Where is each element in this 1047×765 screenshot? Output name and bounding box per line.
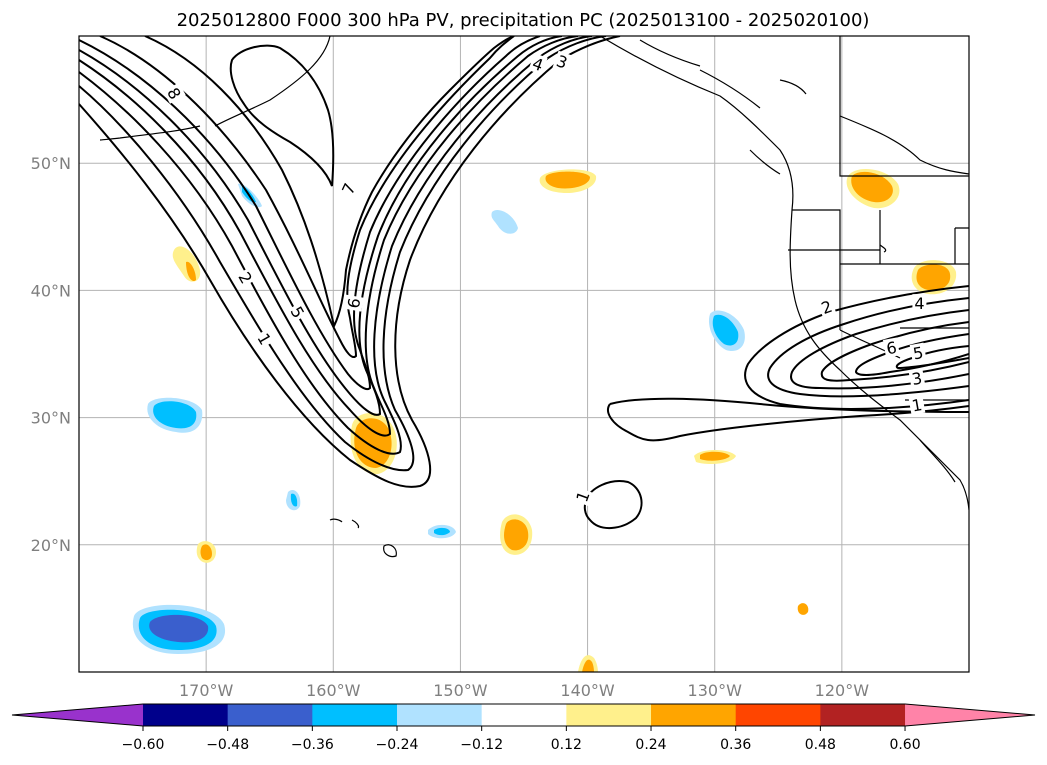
chart-title: 2025012800 F000 300 hPa PV, precipitatio… <box>177 10 870 31</box>
gridlines <box>79 36 969 672</box>
y-tick-label: 20°N <box>31 536 71 555</box>
shade-negative <box>153 401 197 429</box>
shade-positive <box>582 659 594 672</box>
pv-contour <box>79 36 607 472</box>
pv-contour <box>607 397 969 442</box>
pv-contours <box>79 36 969 529</box>
plot-frame <box>78 35 970 673</box>
shade-positive <box>200 544 212 561</box>
colorbar-tick-label: −0.48 <box>206 737 249 753</box>
x-tick-label: 170°W <box>179 681 234 700</box>
contour-label-bg <box>909 342 927 363</box>
colorbar: −0.60 −0.48 −0.36 −0.24 −0.12 0.12 0.24 0.36 0.4… <box>11 703 1036 753</box>
y-tick-label: 50°N <box>31 154 71 173</box>
shade-negative <box>149 614 209 643</box>
pv-contour <box>79 36 541 390</box>
colorbar-swatch <box>143 704 229 726</box>
shade-positive <box>797 603 809 615</box>
colorbar-swatch <box>735 704 821 726</box>
contour-label-bg <box>343 294 364 312</box>
shade-positive <box>916 264 951 291</box>
colorbar-swatch <box>312 704 398 726</box>
colorbar-swatch <box>397 704 483 726</box>
pv-contour <box>583 480 643 529</box>
coastlines <box>99 36 969 558</box>
colorbar-tick-label: 0.12 <box>551 737 582 753</box>
contour-label-bg <box>286 301 309 323</box>
shade-negative <box>290 493 298 507</box>
pv-contour <box>895 345 969 370</box>
colorbar-extend-low <box>12 704 143 726</box>
colorbar-swatch <box>651 704 737 726</box>
colorbar-tick-label: −0.12 <box>460 737 503 753</box>
contour-label: 3 <box>910 368 923 388</box>
colorbar-swatch <box>227 704 313 726</box>
contour-label-bg <box>253 328 276 350</box>
colorbar-tick-label: −0.36 <box>291 737 334 753</box>
contour-label-bg <box>528 53 548 75</box>
shade-positive <box>851 171 893 203</box>
shade-positive <box>504 519 529 551</box>
pv-contour <box>767 297 969 398</box>
y-axis-tick-labels: 20°N 30°N 40°N 50°N <box>31 154 71 555</box>
pv-contour <box>79 36 563 416</box>
pv-contour <box>144 36 515 329</box>
contour-label: 5 <box>912 343 925 363</box>
y-tick-label: 40°N <box>31 281 71 300</box>
colorbar-tick-label: −0.60 <box>122 737 165 753</box>
pv-contour <box>229 44 335 187</box>
contour-label-bg <box>816 296 837 318</box>
contour-label-bg <box>912 294 927 313</box>
shade-negative <box>712 314 739 346</box>
pv-contour <box>820 321 969 382</box>
colorbar-tick-label: 0.36 <box>720 737 751 753</box>
colorbar-swatch <box>820 704 906 726</box>
pv-contour <box>79 36 593 455</box>
x-axis-tick-labels: 170°W 160°W 150°W 140°W 130°W 120°W <box>179 681 869 700</box>
colorbar-extend-high <box>905 704 1035 726</box>
colorbar-swatch <box>481 704 567 726</box>
pv-contour <box>790 309 969 390</box>
colorbar-tick-label: 0.48 <box>805 737 836 753</box>
contour-label-bg <box>234 267 257 289</box>
y-tick-label: 30°N <box>31 409 71 428</box>
contour-label-bg <box>908 368 926 389</box>
contour-label-bg <box>337 178 360 199</box>
colorbar-swatch <box>566 704 652 726</box>
colorbar-tick-label: −0.24 <box>376 737 419 753</box>
pv-contour <box>744 285 969 410</box>
pv-contour <box>99 36 515 358</box>
shade-negative <box>491 209 518 234</box>
x-tick-label: 140°W <box>560 681 615 700</box>
contour-label-bg <box>882 337 900 358</box>
colorbar-tick-label: 0.60 <box>889 737 920 753</box>
contour-label: 6 <box>344 297 364 310</box>
x-tick-label: 130°W <box>688 681 743 700</box>
x-tick-label: 160°W <box>306 681 361 700</box>
pv-contour <box>79 36 579 437</box>
contour-label-bg <box>163 82 186 104</box>
contour-label: 6 <box>885 338 898 358</box>
shade-positive <box>545 171 590 189</box>
x-tick-label: 120°W <box>815 681 870 700</box>
shade-positive <box>186 261 196 282</box>
shade-positive <box>700 451 730 461</box>
contour-label: 1 <box>910 395 923 415</box>
shade-negative <box>434 527 450 536</box>
contour-label-bg <box>908 394 926 415</box>
contour-label-bg <box>552 50 572 73</box>
x-tick-label: 150°W <box>433 681 488 700</box>
precipitation-shading <box>132 169 957 672</box>
contour-label-bg <box>571 486 594 507</box>
pv-contour <box>79 36 621 488</box>
contour-label: 4 <box>914 294 924 313</box>
colorbar-tick-label: 0.24 <box>635 737 666 753</box>
